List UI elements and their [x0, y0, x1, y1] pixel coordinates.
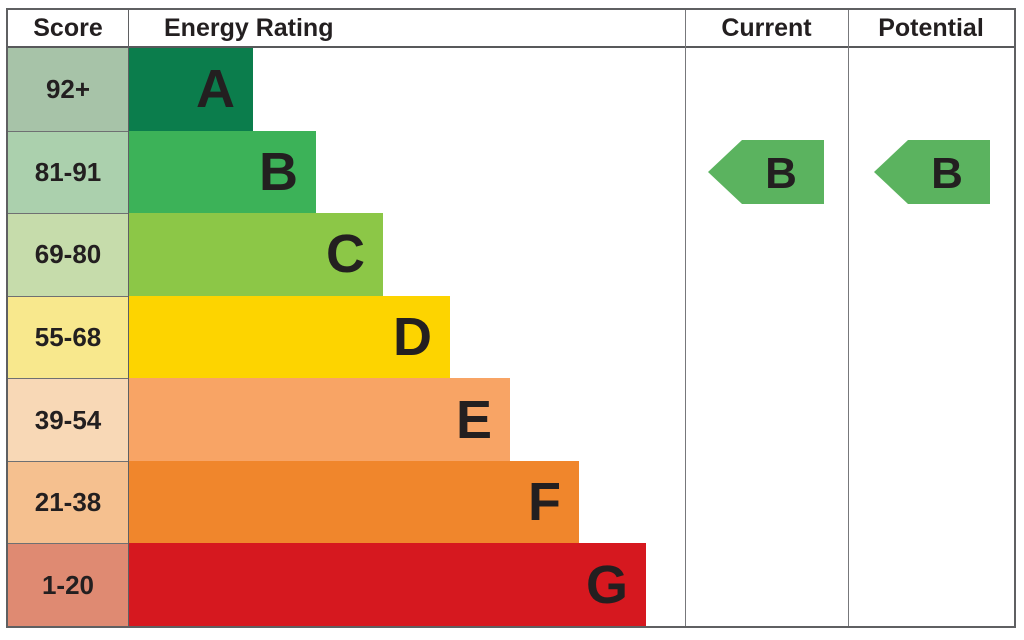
- band-letter-c: C: [326, 224, 365, 285]
- band-row-f: 21-38 F: [8, 460, 1014, 544]
- band-letter-a: A: [196, 59, 235, 120]
- band-rows: 92+ A 81-91 B 69-80 C 55-68 D: [8, 48, 1014, 627]
- band-bar-d: D: [128, 295, 450, 379]
- score-range-e: 39-54: [8, 378, 128, 461]
- score-range-f: 21-38: [8, 460, 128, 544]
- divider-current-potential: [848, 10, 849, 626]
- current-rating-letter: B: [765, 149, 797, 198]
- score-range-g: 1-20: [8, 543, 128, 627]
- potential-rating-letter: B: [931, 149, 963, 198]
- score-range-c: 69-80: [8, 213, 128, 296]
- current-rating-arrow: B: [708, 140, 824, 204]
- score-range-a: 92+: [8, 48, 128, 131]
- divider-rating-current: [685, 10, 686, 626]
- header-score: Score: [33, 14, 103, 42]
- score-range-d: 55-68: [8, 295, 128, 379]
- band-letter-g: G: [585, 554, 628, 615]
- band-bar-b: B: [128, 130, 316, 214]
- potential-rating-arrow: B: [874, 140, 990, 204]
- table-header: Score Energy Rating Current Potential: [8, 10, 1014, 48]
- band-row-b: 81-91 B: [8, 130, 1014, 214]
- band-letter-d: D: [393, 307, 432, 368]
- band-row-g: 1-20 G: [8, 543, 1014, 627]
- band-letter-f: F: [528, 472, 561, 533]
- band-row-a: 92+ A: [8, 48, 1014, 131]
- header-potential: Potential: [878, 14, 984, 42]
- potential-arrow-shape: [874, 140, 990, 204]
- band-row-e: 39-54 E: [8, 378, 1014, 461]
- band-bar-c: C: [128, 213, 383, 296]
- current-arrow-shape: [708, 140, 824, 204]
- band-bar-e: E: [128, 378, 510, 461]
- band-row-d: 55-68 D: [8, 295, 1014, 379]
- band-bar-f: F: [128, 460, 579, 544]
- header-current: Current: [721, 14, 812, 42]
- epc-table: Score Energy Rating Current Potential 92…: [6, 8, 1016, 628]
- band-letter-b: B: [259, 141, 298, 202]
- band-bar-g: G: [128, 543, 646, 627]
- header-energy-rating: Energy Rating: [164, 14, 334, 42]
- band-bar-a: A: [128, 48, 253, 131]
- band-row-c: 69-80 C: [8, 213, 1014, 296]
- score-range-b: 81-91: [8, 130, 128, 214]
- band-letter-e: E: [455, 389, 492, 450]
- divider-score-rating: [128, 10, 129, 626]
